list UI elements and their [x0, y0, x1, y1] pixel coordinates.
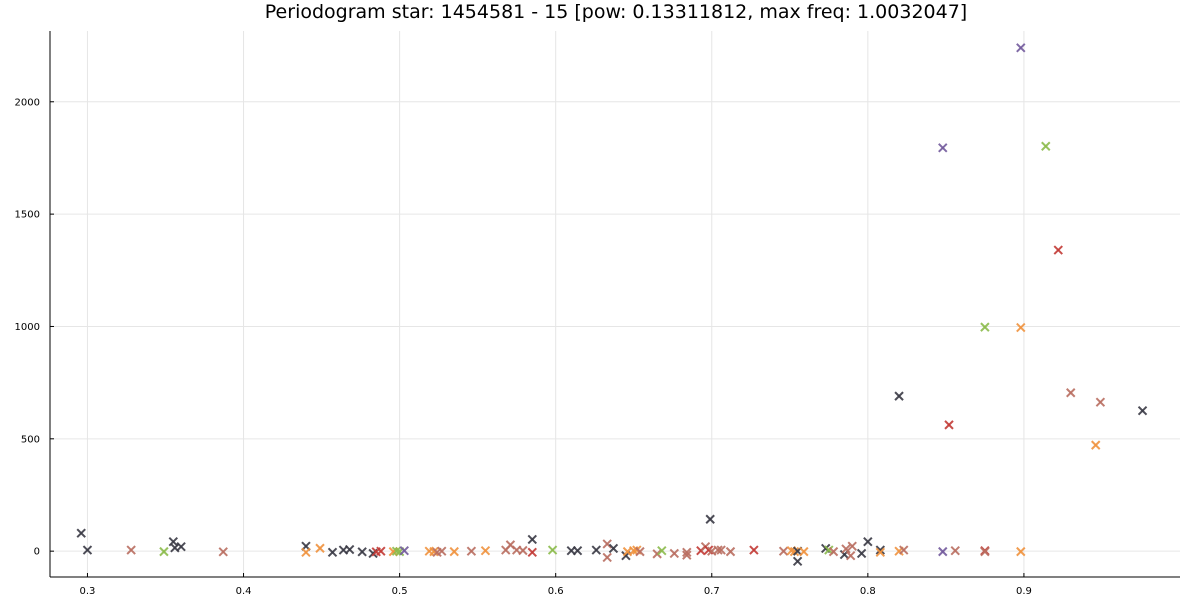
data-point	[391, 546, 402, 556]
data-point	[749, 545, 759, 555]
x-tick-label: 0.4	[236, 586, 252, 597]
data-point	[856, 548, 867, 559]
data-point	[938, 143, 948, 153]
data-point	[480, 546, 491, 556]
data-point	[682, 547, 692, 557]
data-point	[778, 546, 789, 556]
data-point	[1016, 322, 1026, 333]
x-tick-label: 0.9	[1016, 586, 1032, 597]
data-point	[950, 546, 960, 556]
y-gridlines	[50, 101, 1180, 552]
data-point	[315, 543, 325, 553]
data-point	[591, 545, 601, 555]
x-axis-ticks: 0.3 0.4 0.5 0.6 0.7 0.8 0.9	[80, 573, 1032, 597]
data-point	[713, 545, 723, 555]
data-point	[76, 528, 86, 538]
y-tick-label: 0	[34, 547, 40, 558]
x-gridlines	[86, 31, 1025, 577]
data-point	[725, 546, 736, 557]
data-point	[789, 546, 800, 557]
x-tick-label: 0.7	[704, 586, 720, 597]
data-point	[602, 552, 612, 563]
data-point	[944, 420, 954, 430]
data-point	[218, 547, 228, 557]
data-point	[327, 547, 338, 557]
data-point	[82, 545, 93, 555]
data-point	[159, 546, 169, 557]
data-point	[847, 541, 857, 551]
data-point	[894, 391, 904, 401]
y-tick-label: 2000	[15, 97, 40, 108]
data-point	[669, 548, 680, 559]
data-point	[828, 546, 839, 557]
data-point	[716, 545, 726, 555]
data-point	[635, 546, 645, 557]
data-point	[1095, 397, 1106, 407]
data-point	[547, 545, 558, 555]
data-point	[527, 547, 537, 557]
data-point	[357, 547, 367, 557]
data-point	[126, 545, 136, 555]
data-point	[875, 545, 886, 555]
data-point	[705, 514, 715, 524]
data-point	[518, 545, 528, 556]
data-point	[527, 534, 537, 545]
data-point	[376, 546, 386, 556]
scatter-points	[76, 43, 1148, 566]
x-tick-label: 0.8	[860, 586, 876, 597]
data-point	[1016, 43, 1026, 53]
data-point	[1016, 546, 1026, 557]
data-point	[799, 546, 809, 557]
data-point	[176, 541, 186, 552]
chart-title: Periodogram star: 1454581 - 15 [pow: 0.1…	[265, 1, 967, 23]
y-axis-ticks: 0 500 1000 1500 2000	[15, 97, 54, 558]
data-point	[437, 546, 447, 556]
data-point	[449, 546, 459, 557]
data-point	[344, 544, 355, 555]
data-point	[792, 556, 803, 566]
data-point	[608, 543, 619, 554]
y-tick-label: 1000	[15, 322, 40, 333]
data-point	[466, 546, 477, 556]
data-point	[1053, 245, 1063, 255]
data-point	[1066, 388, 1076, 398]
data-point	[399, 546, 410, 556]
y-tick-label: 1500	[15, 210, 40, 221]
data-point	[572, 546, 583, 556]
data-point	[682, 550, 692, 560]
x-tick-label: 0.3	[80, 586, 96, 597]
data-point	[1137, 406, 1148, 416]
data-point	[863, 537, 873, 547]
data-point	[652, 549, 662, 559]
data-point	[980, 546, 990, 557]
data-point	[429, 546, 439, 557]
data-point	[980, 322, 990, 332]
data-point	[1041, 141, 1051, 151]
x-tick-label: 0.5	[392, 586, 408, 597]
data-point	[875, 547, 886, 557]
data-point	[301, 547, 311, 557]
data-point	[899, 545, 909, 555]
data-point	[1091, 440, 1101, 450]
data-point	[602, 539, 612, 549]
y-tick-label: 500	[21, 434, 40, 445]
data-point	[841, 544, 851, 554]
data-point	[938, 546, 948, 557]
data-point	[845, 550, 856, 561]
x-tick-label: 0.6	[548, 586, 564, 597]
data-point	[657, 546, 667, 556]
